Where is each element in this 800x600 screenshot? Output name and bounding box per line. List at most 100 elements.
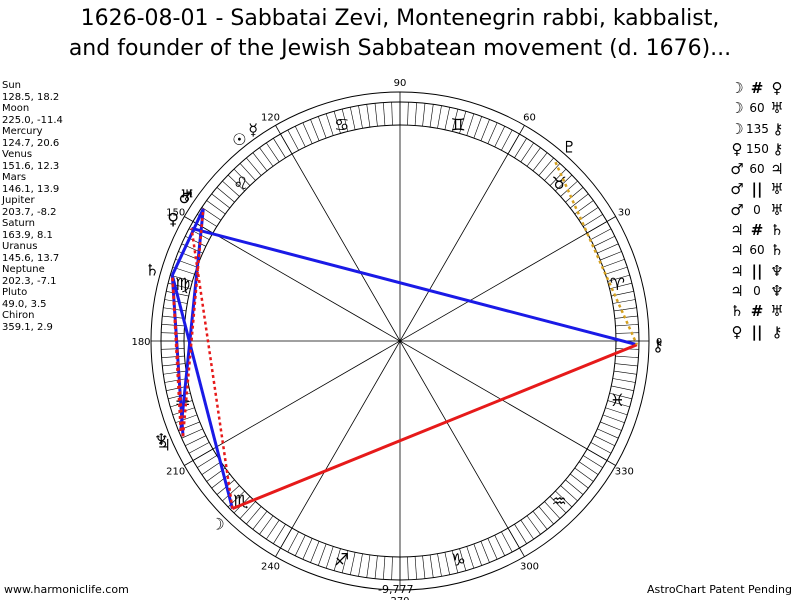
aspect-type: 135 [746, 121, 769, 136]
degree-tick [374, 103, 378, 127]
degree-label-120: 120 [261, 113, 280, 124]
degree-tick [429, 104, 434, 128]
degree-tick [197, 455, 217, 468]
aspect-type: 60 [749, 162, 765, 177]
position-coords-mercury: 124.7, 20.6 [2, 137, 60, 149]
aspect-row: ☽ 60 ♅ [728, 98, 787, 118]
degree-tick [544, 501, 561, 519]
degree-tick [590, 442, 612, 454]
aspect-line-pluto-chiron [554, 161, 639, 346]
degree-tick [358, 553, 363, 577]
aspect-type: # [750, 79, 764, 97]
degree-tick [333, 111, 341, 134]
degree-tick [612, 378, 636, 383]
degree-tick [514, 524, 527, 544]
aspect-row: ♃ 60 ♄ [728, 240, 787, 260]
degree-tick [538, 506, 554, 525]
position-name-saturn: Saturn [2, 218, 36, 229]
degree-tick [544, 163, 561, 181]
degree-label-300: 300 [520, 561, 539, 572]
degree-tick [615, 355, 639, 358]
aspect-line-moon-saturn [170, 274, 234, 509]
chart-title-line-2: and founder of the Jewish Sabbatean move… [68, 36, 732, 61]
degree-tick [302, 538, 313, 560]
planet-glyph-jupiter: ♃ [157, 436, 171, 455]
aspect-line-moon-chiron [231, 343, 638, 510]
degree-tick [520, 519, 534, 540]
position-name-venus: Venus [2, 149, 33, 160]
degree-tick [273, 524, 286, 544]
degree-label-0: 0 [656, 337, 662, 348]
aspect-row: ♃ || ♆ [728, 261, 787, 281]
aspect-type: 150 [746, 141, 769, 156]
degree-tick [294, 535, 306, 556]
degree-tick [583, 214, 603, 227]
degree-tick [358, 105, 363, 129]
degree-tick [325, 113, 334, 136]
degree-label-30: 30 [618, 208, 631, 219]
position-name-sun: Sun [2, 80, 22, 91]
position-coords-chiron: 359.1, 2.9 [2, 321, 53, 333]
degree-tick [287, 129, 299, 151]
aspect-line-jupiter-mars [181, 208, 205, 437]
degree-tick [597, 243, 619, 254]
aspect-planet-1: ☽ [730, 99, 744, 118]
aspect-planet-1: ☽ [730, 79, 744, 97]
aspect-planet-2: ⚷ [772, 139, 784, 158]
degree-tick [602, 258, 625, 268]
aspect-row: ♂ 0 ♅ [728, 200, 787, 220]
degree-tick [607, 274, 630, 282]
aspect-line-neptune-saturn [171, 275, 182, 431]
position-name-moon: Moon [2, 103, 30, 114]
degree-label-60: 60 [523, 113, 536, 124]
degree-tick [600, 251, 622, 261]
degree-tick [259, 515, 274, 535]
degree-tick [310, 541, 320, 563]
degree-tick [611, 385, 634, 391]
degree-tick [164, 299, 188, 304]
degree-tick [383, 556, 386, 580]
zodiac-glyph: ♉ [551, 174, 566, 194]
degree-tick [555, 174, 573, 192]
degree-label-270: 270 [390, 596, 409, 600]
degree-tick [565, 187, 584, 203]
degree-tick [459, 548, 467, 571]
zodiac-glyph: ♐ [334, 550, 349, 570]
aspect-type: 60 [749, 101, 765, 116]
degree-tick [565, 479, 584, 495]
aspect-planet-2: ♀ [771, 79, 783, 97]
spoke-line [184, 216, 616, 466]
degree-tick [246, 506, 262, 525]
degree-tick [609, 282, 632, 290]
degree-tick [570, 193, 589, 209]
degree-tick [222, 485, 240, 502]
position-coords-mars: 146.1, 13.9 [2, 183, 60, 195]
degree-tick [211, 193, 230, 209]
degree-tick [325, 546, 334, 569]
degree-tick [466, 113, 475, 136]
degree-tick [609, 392, 632, 400]
aspect-line-venus-chiron [191, 226, 638, 347]
degree-tick [201, 207, 222, 221]
position-name-pluto: Pluto [2, 287, 28, 298]
position-coords-sun: 128.5, 18.2 [2, 91, 60, 103]
degree-tick [341, 550, 349, 573]
degree-tick [612, 299, 636, 304]
position-name-uranus: Uranus [2, 241, 38, 252]
aspect-row: ♃ 0 ♆ [728, 281, 787, 301]
degree-tick [317, 543, 327, 566]
aspect-planet-2: ♅ [770, 99, 784, 118]
degree-label-180: 180 [131, 337, 150, 348]
degree-tick [216, 187, 235, 203]
degree-tick [201, 461, 222, 475]
aspect-type: || [751, 180, 763, 199]
degree-tick [161, 332, 185, 334]
degree-tick [302, 122, 313, 144]
degree-tick [175, 414, 198, 424]
degree-tick [597, 428, 619, 439]
degree-tick [444, 552, 450, 575]
degree-tick [266, 519, 280, 540]
degree-tick [555, 490, 573, 508]
website-link[interactable]: www.harmoniclife.com [4, 583, 129, 596]
degree-label-240: 240 [261, 561, 280, 572]
